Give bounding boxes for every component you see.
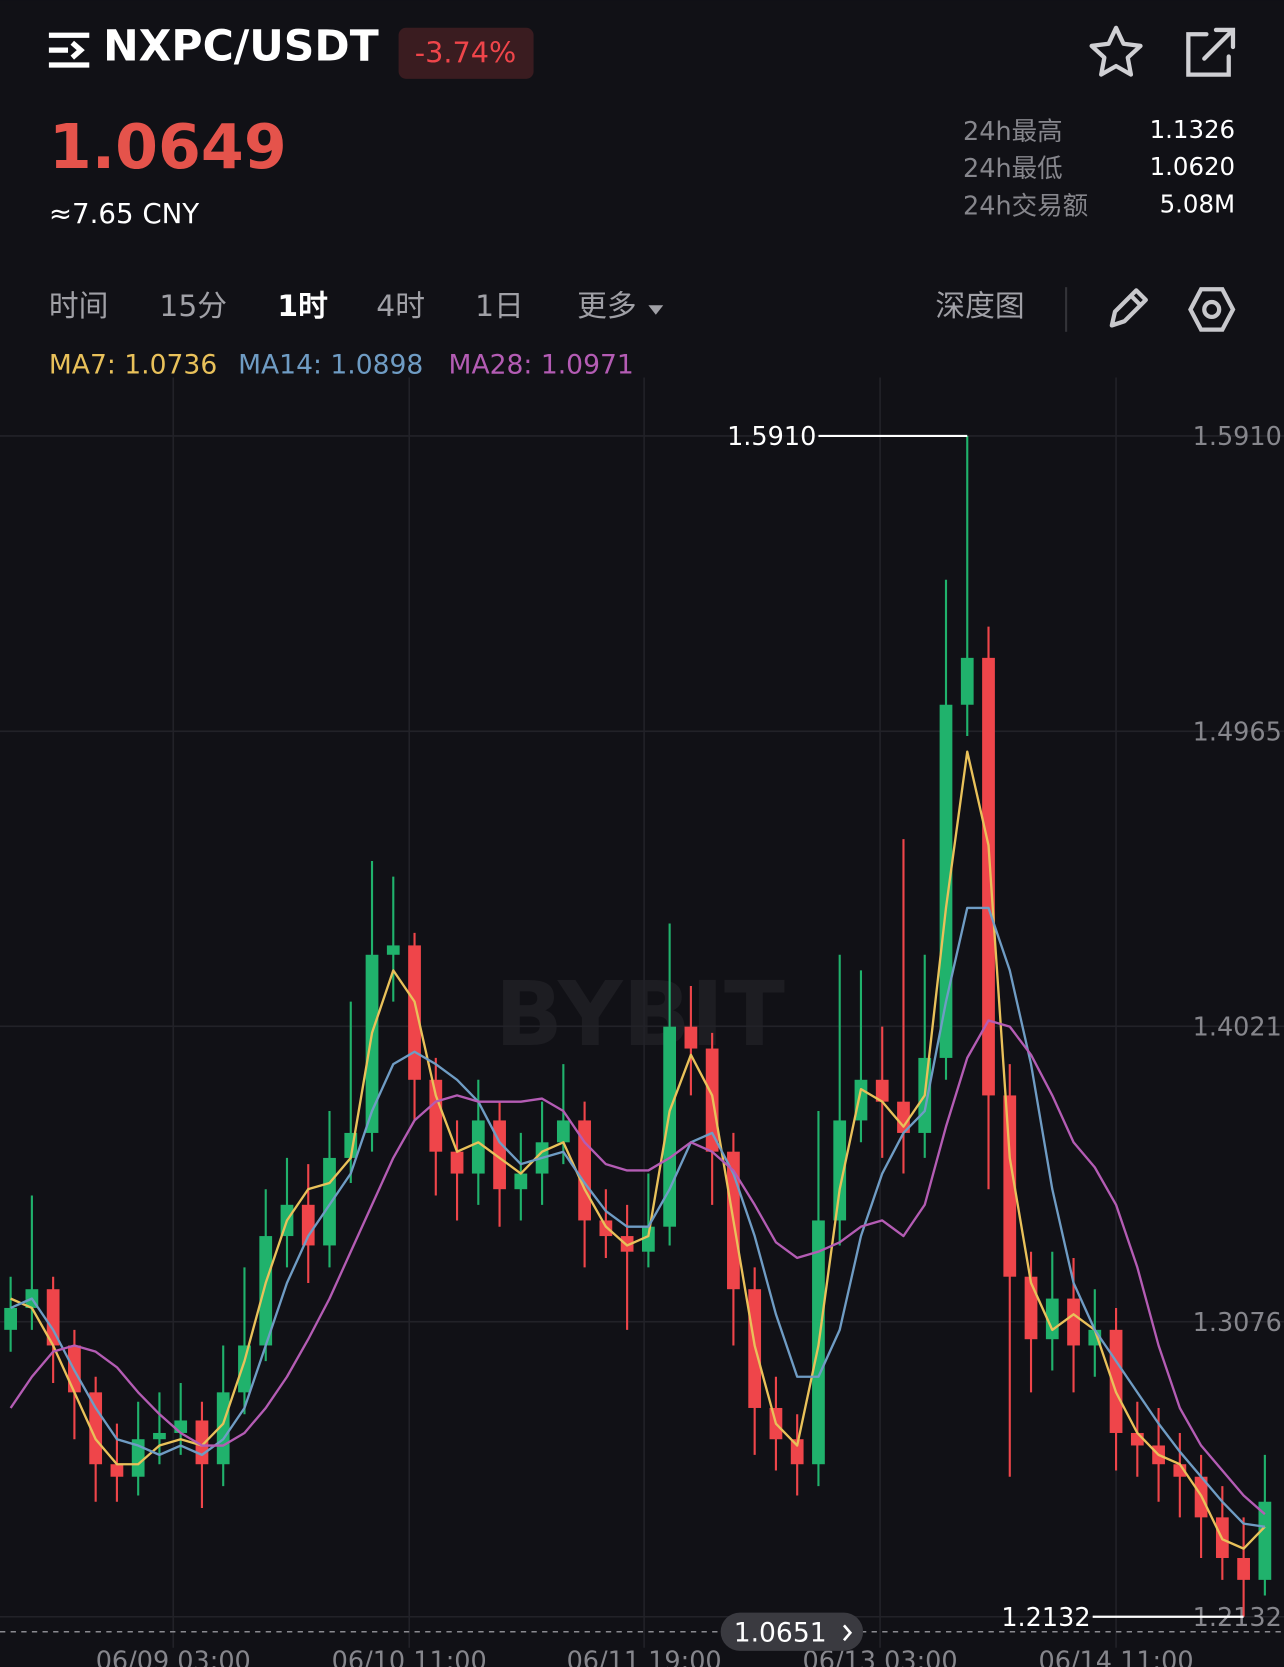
interval-tab[interactable]: 1时 (277, 289, 328, 324)
candle-body (301, 1204, 315, 1246)
interval-tab[interactable]: 15分 (159, 289, 227, 324)
candle-body (1237, 1557, 1250, 1580)
candle-body (514, 1173, 528, 1190)
high-label: 1.5910 (727, 422, 816, 452)
candle-body (386, 945, 400, 955)
candle-body (1067, 1298, 1080, 1346)
interval-tab[interactable]: 时间 (49, 289, 109, 324)
candle-body (599, 1220, 613, 1237)
candle-body (259, 1236, 273, 1346)
x-tick-label: 06/10 11:00 (332, 1647, 487, 1667)
change-badge (398, 27, 534, 79)
legend-entry: MA14: 1.0898 (238, 349, 423, 380)
more-caret (648, 305, 664, 315)
candle-body (620, 1236, 634, 1252)
interval-tab[interactable]: 1日 (475, 289, 524, 324)
ma-line (9, 1019, 1266, 1516)
candle-body (131, 1439, 145, 1477)
candle-body (1003, 1095, 1017, 1277)
stat-label: 24h最高 (963, 117, 1063, 147)
candle-body (939, 704, 953, 1058)
draw-icon[interactable] (1109, 288, 1148, 328)
favorite-icon[interactable] (1089, 25, 1143, 77)
depth-tab[interactable]: 深度图 (935, 289, 1024, 324)
current-price-pill[interactable] (720, 1612, 864, 1651)
settings-icon[interactable] (1188, 287, 1236, 332)
current-price-label: 1.0651 (734, 1617, 827, 1648)
candle-body (875, 1079, 889, 1102)
candle-body (110, 1464, 124, 1477)
watermark: BYBIT (495, 963, 785, 1067)
stat-value: 1.0620 (1150, 152, 1236, 181)
current-price-chevron (842, 1624, 853, 1642)
candle-body (4, 1307, 18, 1330)
candle-body (153, 1432, 166, 1440)
candle-body (174, 1420, 188, 1433)
candle-body (46, 1289, 60, 1346)
pair-title: NXPC/USDT (103, 23, 379, 72)
y-tick-label: 1.2132 (1193, 1603, 1282, 1633)
candle-body (833, 1120, 847, 1221)
stat-label: 24h最低 (963, 154, 1063, 184)
change-text: -3.74% (415, 35, 517, 69)
candle-body (365, 954, 379, 1133)
candle-body (1024, 1276, 1038, 1340)
ma-line (10, 750, 1266, 1550)
candle-body (982, 657, 995, 1096)
candle-body (684, 1026, 698, 1049)
candle-body (556, 1120, 570, 1143)
candle-body (429, 1079, 443, 1152)
y-tick-label: 1.5910 (1193, 422, 1282, 452)
candle-body (1258, 1501, 1272, 1580)
stat-label: 24h交易额 (963, 191, 1088, 221)
stat-value: 1.1326 (1150, 115, 1236, 144)
candle-body (642, 1226, 655, 1252)
y-tick-label: 1.3076 (1193, 1308, 1282, 1338)
legend-entry: MA7: 1.0736 (49, 349, 217, 380)
low-label: 1.2132 (1001, 1603, 1090, 1633)
ma-line (10, 906, 1266, 1528)
candle-body (238, 1345, 251, 1393)
stat-value: 5.08M (1160, 189, 1236, 218)
candle-body (323, 1157, 336, 1246)
legend-entry: MA28: 1.0971 (449, 349, 634, 380)
candle-body (450, 1151, 464, 1174)
x-tick-label: 06/09 03:00 (96, 1647, 251, 1667)
interval-tab[interactable]: 更多 (577, 289, 637, 324)
candle-body (790, 1439, 804, 1465)
interval-tab[interactable]: 4时 (376, 289, 425, 324)
candle-body (960, 657, 974, 705)
x-tick-label: 06/11 19:00 (567, 1647, 722, 1667)
y-tick-label: 1.4021 (1193, 1012, 1282, 1042)
candle-body (663, 1026, 677, 1227)
share-icon[interactable] (1186, 27, 1236, 77)
candle-body (408, 945, 421, 1080)
candle-body (89, 1392, 103, 1465)
price-cny: ≈7.65 CNY (49, 197, 199, 230)
candle-body (897, 1101, 910, 1133)
x-tick-label: 06/13 03:00 (803, 1647, 958, 1667)
last-price: 1.0649 (49, 111, 287, 183)
menu-icon[interactable] (48, 32, 90, 68)
x-tick-label: 06/14 11:00 (1039, 1647, 1194, 1667)
y-tick-label: 1.4965 (1193, 717, 1282, 747)
candle-body (471, 1120, 485, 1174)
candle-body (1045, 1298, 1059, 1340)
